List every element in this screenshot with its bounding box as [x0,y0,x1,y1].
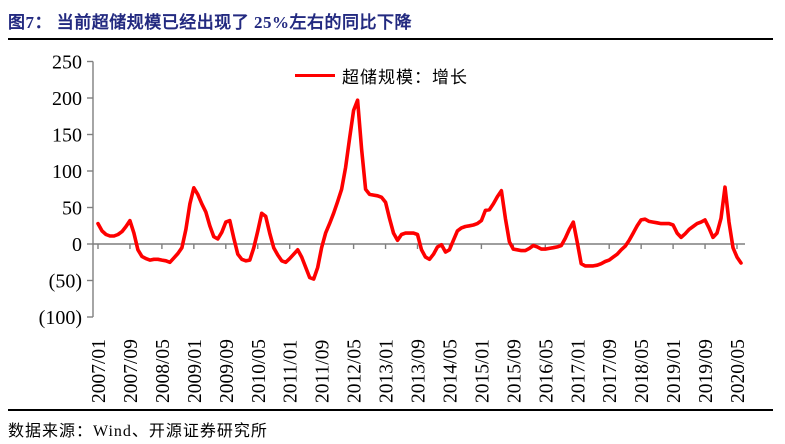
legend-line-swatch [295,73,335,78]
y-axis-tick-label: 100 [52,161,82,183]
x-axis-tick-label: 2018/05 [632,339,653,403]
legend-series-label: 超储规模：增长 [342,68,468,87]
x-axis-tick-label: 2007/09 [121,339,142,403]
y-axis-tick-label: 200 [52,88,82,110]
y-axis-tick-label: 250 [52,52,82,74]
x-axis-tick-label: 2011/01 [281,340,302,403]
figure-title: 图7： 当前超储规模已经出现了 25%左右的同比下降 [8,13,412,32]
x-axis-tick-label: 2011/09 [313,340,334,403]
y-axis-tick-label: (100) [39,307,82,329]
chart-legend: 超储规模：增长 [295,63,468,88]
x-axis-tick-label: 2007/01 [89,339,110,403]
title-separator-line [8,38,773,40]
x-axis-tick-label: 2019/01 [664,339,685,403]
x-axis-tick-label: 2008/05 [153,339,174,403]
x-axis-tick-label: 2020/05 [728,339,749,403]
x-axis-tick-label: 2013/01 [377,339,398,403]
x-axis-tick-label: 2009/09 [217,339,238,403]
x-axis-tick-label: 2009/01 [185,339,206,403]
y-axis-tick-label: (50) [49,271,82,293]
x-axis-tick-label: 2015/01 [472,339,493,403]
footer-separator-line [8,409,773,411]
y-axis-tick-label: 150 [52,125,82,147]
x-axis-tick-label: 2015/09 [504,339,525,403]
x-axis-tick-label: 2012/05 [345,339,366,403]
x-axis-tick-label: 2010/05 [249,339,270,403]
y-axis-tick-label: 50 [62,198,82,220]
x-axis-tick-label: 2013/09 [409,339,430,403]
x-axis-tick-label: 2016/05 [536,339,557,403]
data-source-note: 数据来源：Wind、开源证券研究所 [8,423,268,440]
series-line [96,98,743,281]
x-axis-tick-label: 2017/09 [600,339,621,403]
x-axis-tick-label: 2019/09 [696,339,717,403]
x-axis-tick-label: 2014/05 [440,339,461,403]
x-axis-tick-label: 2017/01 [568,339,589,403]
y-axis-tick-label: 0 [72,234,82,256]
